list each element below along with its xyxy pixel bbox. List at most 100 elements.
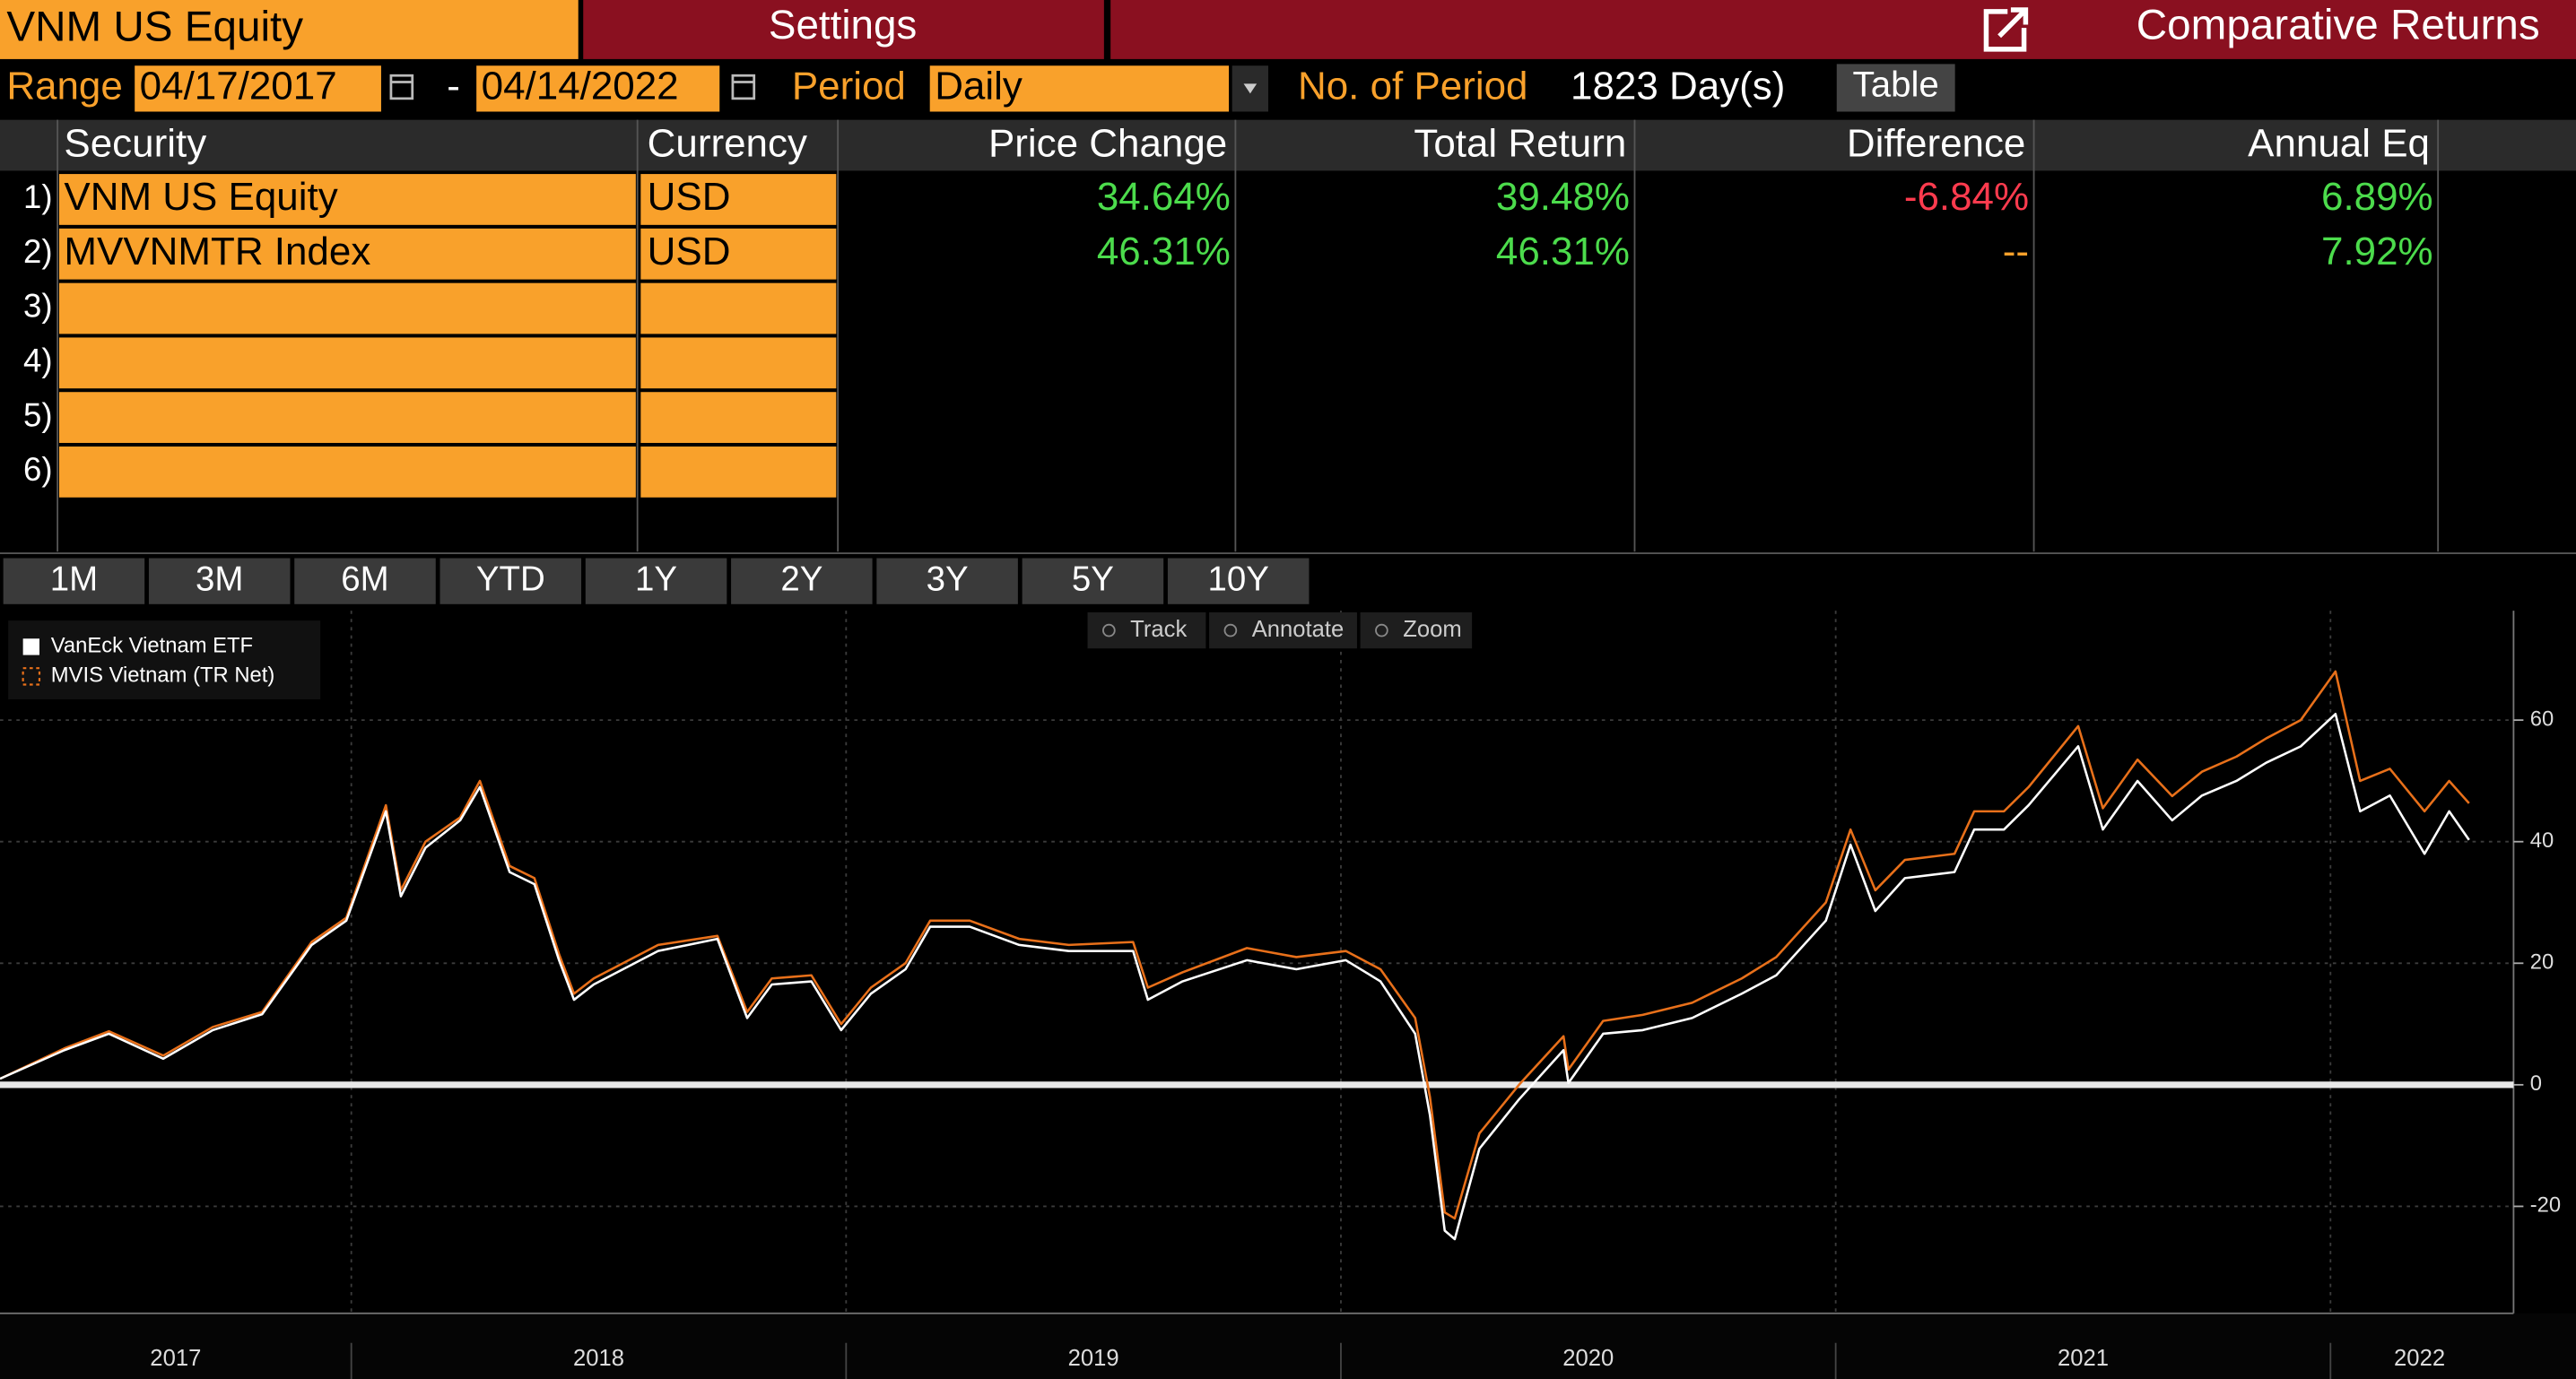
end-date: 04/14/2022 bbox=[482, 64, 679, 108]
calendar-box bbox=[731, 74, 756, 100]
security-title: VNM US Equity bbox=[6, 4, 303, 51]
column-header: Total Return bbox=[1414, 122, 1626, 166]
table-button-label: Table bbox=[1853, 65, 1939, 105]
settings-label: Settings bbox=[769, 2, 917, 48]
dropdown-arrow bbox=[1243, 83, 1258, 94]
range-buttons: 1M 3M 6M YTD 1Y 2Y 3Y 5Y 10Y bbox=[3, 558, 1310, 604]
range-button-label: 1Y bbox=[635, 559, 677, 598]
security-box[interactable] bbox=[0, 0, 579, 59]
returns-table: Security Currency Price Change Total Return… bbox=[0, 119, 2576, 554]
calendar-icon[interactable] bbox=[731, 74, 756, 100]
y-tick-label: 40 bbox=[2530, 828, 2554, 853]
security-cell[interactable] bbox=[58, 392, 636, 443]
table-cell: MVVNMTR Index bbox=[64, 230, 370, 273]
range-button-label: 5Y bbox=[1072, 559, 1114, 598]
toolbar-icon bbox=[1375, 623, 1388, 637]
toolbar-label: Annotate bbox=[1252, 617, 1345, 642]
icon-arrow bbox=[1997, 7, 2029, 39]
range-button[interactable] bbox=[1167, 558, 1310, 604]
chart-toolbar: Track Annotate Zoom bbox=[1087, 611, 1473, 649]
x-tick-label: 2021 bbox=[2058, 1346, 2109, 1371]
range-button-label: 10Y bbox=[1207, 559, 1268, 598]
range-button[interactable] bbox=[585, 558, 727, 604]
column-header: Price Change bbox=[988, 122, 1227, 166]
range-label: Range bbox=[6, 64, 123, 108]
currency-cell[interactable] bbox=[640, 392, 837, 443]
settings-tab[interactable] bbox=[583, 0, 1104, 59]
table-button[interactable] bbox=[1836, 64, 1955, 112]
periods-label: No. of Period bbox=[1298, 64, 1528, 108]
range-button-label: 1M bbox=[50, 559, 98, 598]
table-cell: -- bbox=[2003, 230, 2029, 273]
currency-cell[interactable] bbox=[640, 447, 837, 498]
row-number: 3) bbox=[23, 288, 53, 325]
security-cell[interactable] bbox=[58, 174, 636, 225]
row-number: 5) bbox=[23, 396, 53, 433]
period-value: Daily bbox=[935, 64, 1023, 108]
table-cell: 6.89% bbox=[2321, 175, 2433, 219]
x-tick-label: 2022 bbox=[2394, 1346, 2445, 1371]
range-button[interactable] bbox=[1022, 558, 1164, 604]
calendar-icon[interactable] bbox=[389, 74, 414, 100]
currency-cell[interactable] bbox=[640, 282, 837, 334]
period-label: Period bbox=[792, 64, 906, 108]
toolbar-button[interactable] bbox=[1360, 611, 1473, 649]
range-button[interactable] bbox=[148, 558, 291, 604]
row-number: 1) bbox=[23, 178, 53, 215]
x-tick-label: 2017 bbox=[150, 1346, 201, 1371]
range-button[interactable] bbox=[439, 558, 582, 604]
toolbar-label: Track bbox=[1130, 617, 1187, 642]
row-number: 2) bbox=[23, 233, 53, 270]
table-cell: 46.31% bbox=[1496, 230, 1630, 273]
row-number: 6) bbox=[23, 451, 53, 488]
legend-label: VanEck Vietnam ETF bbox=[51, 634, 253, 658]
security-cell[interactable] bbox=[58, 282, 636, 334]
start-date-input[interactable] bbox=[135, 65, 381, 112]
toolbar-button[interactable] bbox=[1209, 611, 1357, 649]
range-button-label: YTD bbox=[476, 559, 545, 598]
currency-cell[interactable] bbox=[640, 228, 837, 280]
range-button-label: 6M bbox=[341, 559, 388, 598]
security-cell[interactable] bbox=[58, 447, 636, 498]
table-cell: VNM US Equity bbox=[64, 175, 337, 219]
series-line bbox=[0, 670, 2470, 1220]
column-header: Difference bbox=[1847, 122, 2026, 166]
end-date-input[interactable] bbox=[476, 65, 720, 112]
toolbar-label: Zoom bbox=[1403, 617, 1462, 642]
range-button-label: 3M bbox=[196, 559, 243, 598]
y-tick-label: 0 bbox=[2530, 1071, 2542, 1096]
date-separator: - bbox=[447, 64, 460, 108]
range-button[interactable] bbox=[294, 558, 436, 604]
x-tick-label: 2018 bbox=[573, 1346, 624, 1371]
row-number: 4) bbox=[23, 342, 53, 378]
legend-swatch bbox=[22, 667, 41, 686]
table-cell: 46.31% bbox=[1097, 230, 1231, 273]
security-cell[interactable] bbox=[58, 337, 636, 389]
column-header: Currency bbox=[648, 122, 807, 166]
icon-frame bbox=[1983, 9, 2027, 52]
currency-cell[interactable] bbox=[640, 337, 837, 389]
table-cell: 7.92% bbox=[2321, 230, 2433, 273]
y-tick-label: 60 bbox=[2530, 707, 2554, 731]
currency-cell[interactable] bbox=[640, 174, 837, 225]
table-cell: 39.48% bbox=[1496, 175, 1630, 219]
period-dropdown[interactable] bbox=[929, 65, 1230, 112]
page-title: Comparative Returns bbox=[2137, 2, 2540, 49]
legend-label: MVIS Vietnam (TR Net) bbox=[51, 663, 275, 688]
range-button[interactable] bbox=[731, 558, 873, 604]
table-cell: 34.64% bbox=[1097, 175, 1231, 219]
security-cell[interactable] bbox=[58, 228, 636, 280]
toolbar-button[interactable] bbox=[1087, 611, 1206, 649]
y-tick-label: -20 bbox=[2530, 1193, 2561, 1218]
popout-icon[interactable] bbox=[1983, 7, 2029, 52]
legend-box bbox=[8, 620, 321, 699]
chart: 2017 2018 2019 2020 2021 2022 -20 0 20 40 60 VanEck… bbox=[0, 611, 2576, 1379]
legend-swatch bbox=[22, 638, 39, 655]
range-button[interactable] bbox=[876, 558, 1018, 604]
axis-strip bbox=[0, 1313, 2576, 1379]
range-button-label: 2Y bbox=[780, 559, 822, 598]
range-button[interactable] bbox=[3, 558, 145, 604]
column-header: Security bbox=[64, 122, 206, 166]
